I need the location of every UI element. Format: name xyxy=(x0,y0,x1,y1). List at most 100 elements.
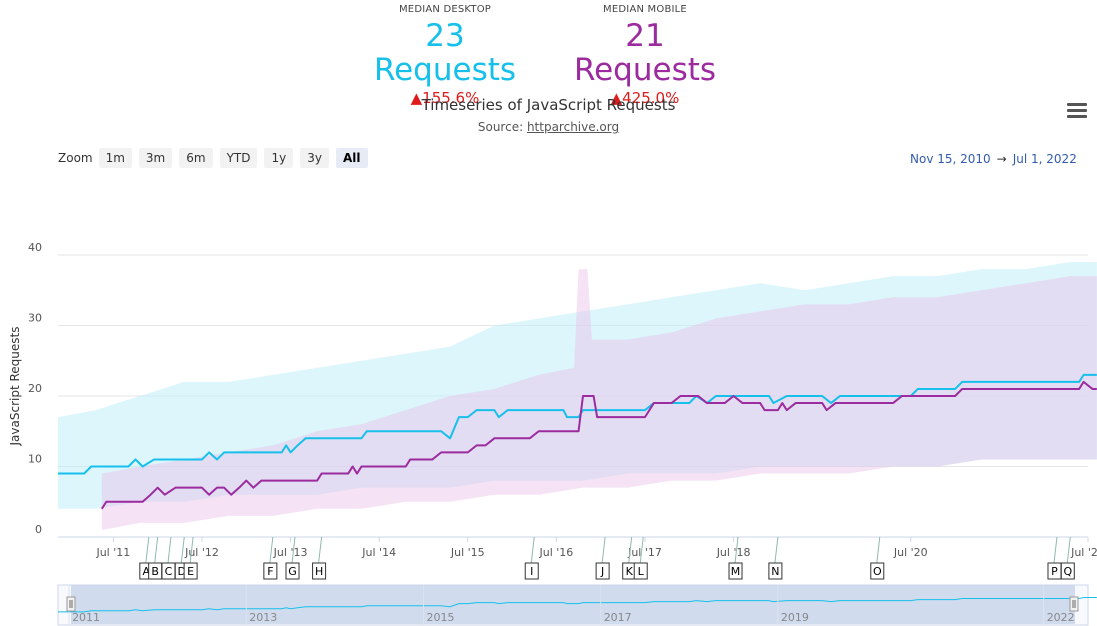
flag-label: J xyxy=(600,565,604,578)
flag-marker[interactable]: G xyxy=(285,536,300,580)
flag-box xyxy=(263,562,278,580)
flag-marker[interactable]: F xyxy=(263,536,278,580)
flag-box xyxy=(285,562,300,580)
median-mobile-label: MEDIAN MOBILE xyxy=(603,4,687,15)
flag-pole xyxy=(154,536,159,564)
flag-label: F xyxy=(267,565,273,578)
flag-label: M xyxy=(731,565,741,578)
desktop-percentile-band xyxy=(58,262,1097,509)
y-tick-label: 40 xyxy=(28,241,42,254)
desktop-series-line xyxy=(58,373,1097,475)
flag-marker[interactable]: I xyxy=(524,536,539,580)
y-tick-label: 20 xyxy=(28,382,42,395)
y-tick-label: 10 xyxy=(28,453,42,466)
flag-box xyxy=(768,562,783,580)
x-tick-label: Jul '22 xyxy=(1070,546,1097,559)
flag-marker[interactable]: E xyxy=(183,536,198,580)
zoom-1y-button[interactable]: 1y xyxy=(264,148,294,168)
flag-marker[interactable]: M xyxy=(728,536,743,580)
flag-pole xyxy=(774,536,779,564)
navigator-tick-label: 2015 xyxy=(426,611,454,624)
flag-label: Q xyxy=(1063,565,1072,578)
flag-pole xyxy=(145,536,150,564)
flag-label: G xyxy=(288,565,297,578)
zoom-3y-button[interactable]: 3y xyxy=(300,148,329,168)
flag-pole xyxy=(734,536,739,564)
date-range: Nov 15, 2010 → Jul 1, 2022 xyxy=(910,152,1077,166)
flag-pole xyxy=(876,536,881,564)
median-mobile-metric: MEDIAN MOBILE 21 Requests ▲425.0% xyxy=(550,4,740,107)
range-from-input[interactable]: Nov 15, 2010 xyxy=(910,152,991,166)
flag-pole xyxy=(189,536,194,564)
median-desktop-label: MEDIAN DESKTOP xyxy=(398,4,492,15)
navigator-tick-label: 2019 xyxy=(781,611,809,624)
flag-label: E xyxy=(187,565,194,578)
flag-pole xyxy=(291,536,296,564)
flag-box xyxy=(728,562,743,580)
flag-pole xyxy=(601,536,606,564)
flag-box xyxy=(183,562,198,580)
flag-box xyxy=(633,562,648,580)
x-tick-label: Jul '16 xyxy=(538,546,573,559)
flag-box xyxy=(595,562,610,580)
flag-pole xyxy=(530,536,535,564)
x-tick-label: Jul '12 xyxy=(184,546,219,559)
navigator-series-line xyxy=(58,597,1097,613)
flag-pole xyxy=(318,536,323,564)
flag-label: I xyxy=(530,565,533,578)
flag-pole xyxy=(269,536,274,564)
x-tick-label: Jul '13 xyxy=(273,546,308,559)
range-to-input[interactable]: Jul 1, 2022 xyxy=(1012,152,1077,166)
chart-menu-icon[interactable] xyxy=(1067,103,1087,121)
navigator-right-handle[interactable] xyxy=(1069,596,1079,612)
range-arrow: → xyxy=(996,152,1007,166)
zoom-1m-button[interactable]: 1m xyxy=(98,148,132,168)
median-desktop-metric: MEDIAN DESKTOP 23 Requests ▲155.6% xyxy=(350,4,540,107)
flag-marker[interactable]: L xyxy=(633,536,648,580)
x-tick-label: Jul '18 xyxy=(716,546,751,559)
flag-label: L xyxy=(638,565,645,578)
flag-pole xyxy=(167,536,172,564)
y-tick-label: 30 xyxy=(28,312,42,325)
source-link[interactable]: httparchive.org xyxy=(526,120,620,134)
flag-label: K xyxy=(626,565,634,578)
subtitle-prefix: Source: xyxy=(477,120,527,134)
flag-pole xyxy=(1053,536,1058,564)
navigator-tick-label: 2013 xyxy=(249,611,277,624)
navigator-selection xyxy=(71,585,1075,624)
navigator-tick-label: 2011 xyxy=(72,611,100,624)
flag-label: D xyxy=(178,565,186,578)
flag-marker[interactable]: J xyxy=(595,536,610,580)
flag-marker[interactable]: H xyxy=(312,536,327,580)
flag-marker[interactable]: B xyxy=(148,536,163,580)
flag-box xyxy=(1060,562,1075,580)
y-tick-label: 0 xyxy=(35,523,42,536)
zoom-all-button[interactable]: All xyxy=(335,148,368,168)
flag-marker[interactable]: Q xyxy=(1060,536,1075,580)
flag-box xyxy=(312,562,327,580)
flag-marker[interactable]: O xyxy=(870,536,885,580)
navigator-tick-label: 2017 xyxy=(604,611,632,624)
navigator-left-handle[interactable] xyxy=(66,596,76,612)
median-desktop-value: 23 Requests xyxy=(373,18,517,88)
flag-marker[interactable]: P xyxy=(1047,536,1062,580)
y-axis-label: JavaScript Requests xyxy=(8,327,22,447)
mobile-series-line xyxy=(101,380,1097,510)
zoom-label: Zoom xyxy=(58,151,93,165)
x-tick-label: Jul '20 xyxy=(893,546,928,559)
flag-marker[interactable]: K xyxy=(622,536,637,580)
zoom-ytd-button[interactable]: YTD xyxy=(219,148,258,168)
flag-marker[interactable]: N xyxy=(768,536,783,580)
x-tick-label: Jul '11 xyxy=(95,546,130,559)
flag-label: B xyxy=(151,565,159,578)
zoom-6m-button[interactable]: 6m xyxy=(179,148,213,168)
flag-box xyxy=(524,562,539,580)
zoom-3m-button[interactable]: 3m xyxy=(138,148,173,168)
flag-label: C xyxy=(165,565,173,578)
x-tick-label: Jul '17 xyxy=(627,546,662,559)
flag-label: O xyxy=(873,565,882,578)
mobile-percentile-band xyxy=(101,269,1097,530)
flag-marker[interactable]: C xyxy=(161,536,176,580)
flag-label: P xyxy=(1051,565,1058,578)
